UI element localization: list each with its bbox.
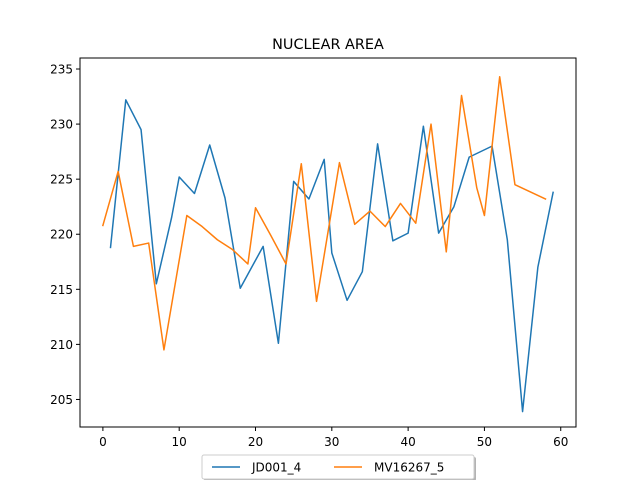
legend-label: JD001_4 — [251, 461, 301, 475]
x-tick-label: 0 — [99, 435, 107, 449]
y-tick-label: 225 — [50, 173, 73, 187]
x-tick-label: 60 — [553, 435, 568, 449]
series-line-0 — [109, 99, 554, 413]
x-tick-label: 20 — [248, 435, 263, 449]
series-line-1 — [101, 75, 547, 351]
y-tick-label: 220 — [50, 228, 73, 242]
y-tick-label: 210 — [50, 338, 73, 352]
y-tick-label: 235 — [50, 63, 73, 77]
y-tick-label: 205 — [50, 393, 73, 407]
legend: JD001_4 MV16267_5 — [201, 454, 476, 480]
plot-area — [80, 58, 576, 427]
x-tick-label: 50 — [477, 435, 492, 449]
x-tick-label: 30 — [324, 435, 339, 449]
x-tick-label: 40 — [400, 435, 415, 449]
legend-label: MV16267_5 — [374, 461, 444, 475]
axes-layer: 0 10 20 30 40 50 60 205 210 215 220 225 230 235 — [50, 63, 568, 449]
x-tick-label: 10 — [172, 435, 187, 449]
plot-frame — [79, 57, 577, 428]
y-tick-label: 215 — [50, 283, 73, 297]
y-tick-label: 230 — [50, 118, 73, 132]
series-layer — [101, 75, 554, 413]
chart-title: NUCLEAR AREA — [272, 37, 384, 53]
